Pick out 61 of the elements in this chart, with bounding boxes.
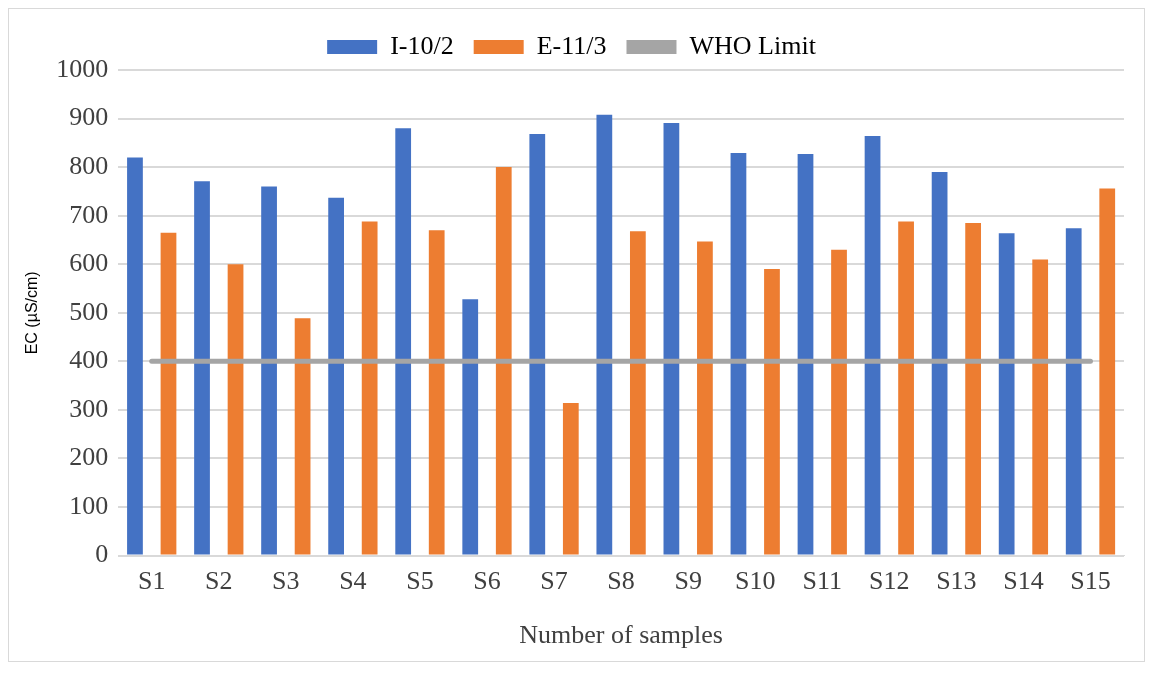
x-tick-label: S4 xyxy=(339,566,367,596)
bar xyxy=(864,136,881,555)
x-tick-label: S1 xyxy=(137,566,166,596)
bar xyxy=(697,241,713,555)
x-tick-label: S3 xyxy=(272,566,300,596)
bar xyxy=(629,231,646,555)
y-tick-label: 100 xyxy=(69,490,109,520)
bar xyxy=(462,299,479,555)
bar xyxy=(663,122,680,555)
x-axis-title: Number of samples xyxy=(519,620,723,650)
x-tick-label: S12 xyxy=(869,566,910,596)
x-tick-label: S5 xyxy=(406,566,434,596)
bar xyxy=(160,232,177,555)
bar xyxy=(127,157,143,555)
bar xyxy=(361,221,378,555)
bar xyxy=(1032,259,1049,555)
bar xyxy=(596,114,613,555)
bar xyxy=(428,230,445,555)
bar xyxy=(194,181,210,555)
bar xyxy=(227,264,244,555)
bar xyxy=(529,134,546,555)
y-tick-label: 200 xyxy=(69,442,109,472)
x-tick-label: S2 xyxy=(205,566,233,596)
y-tick-label: 300 xyxy=(69,393,109,423)
bar xyxy=(562,403,579,555)
bar xyxy=(294,318,311,555)
bar xyxy=(797,154,814,555)
bar xyxy=(1065,228,1082,555)
bar xyxy=(261,186,277,555)
bar xyxy=(898,221,914,555)
x-tick-label: S10 xyxy=(734,566,776,596)
x-tick-label: S7 xyxy=(540,566,568,596)
bar xyxy=(931,171,948,555)
y-tick-label: 1000 xyxy=(56,53,109,83)
bar xyxy=(965,222,982,555)
x-tick-label: S15 xyxy=(1070,566,1111,596)
bar xyxy=(831,249,847,555)
y-tick-label: 700 xyxy=(69,199,109,229)
bar xyxy=(998,233,1015,555)
legend-label: WHO Limit xyxy=(689,30,817,60)
y-tick-label: 600 xyxy=(69,248,109,278)
x-tick-label: S8 xyxy=(607,566,635,596)
bar xyxy=(730,153,747,555)
bar xyxy=(495,167,512,555)
bar xyxy=(395,128,412,555)
x-tick-label: S11 xyxy=(802,566,843,596)
x-tick-label: S6 xyxy=(473,566,501,596)
bar xyxy=(764,269,780,555)
x-tick-label: S9 xyxy=(674,566,702,596)
bar xyxy=(1099,188,1116,555)
y-axis-title: EC (µS/cm) xyxy=(23,271,41,355)
y-tick-label: 400 xyxy=(69,345,109,375)
legend-label: E-11/3 xyxy=(536,30,607,60)
y-tick-label: 900 xyxy=(69,102,109,132)
y-tick-label: 0 xyxy=(95,539,109,569)
x-tick-label: S14 xyxy=(1003,566,1044,596)
x-tick-label: S13 xyxy=(936,566,977,596)
legend-label: I-10/2 xyxy=(390,30,454,60)
y-tick-label: 800 xyxy=(69,150,109,180)
bar xyxy=(328,197,344,555)
y-tick-label: 500 xyxy=(69,296,109,326)
